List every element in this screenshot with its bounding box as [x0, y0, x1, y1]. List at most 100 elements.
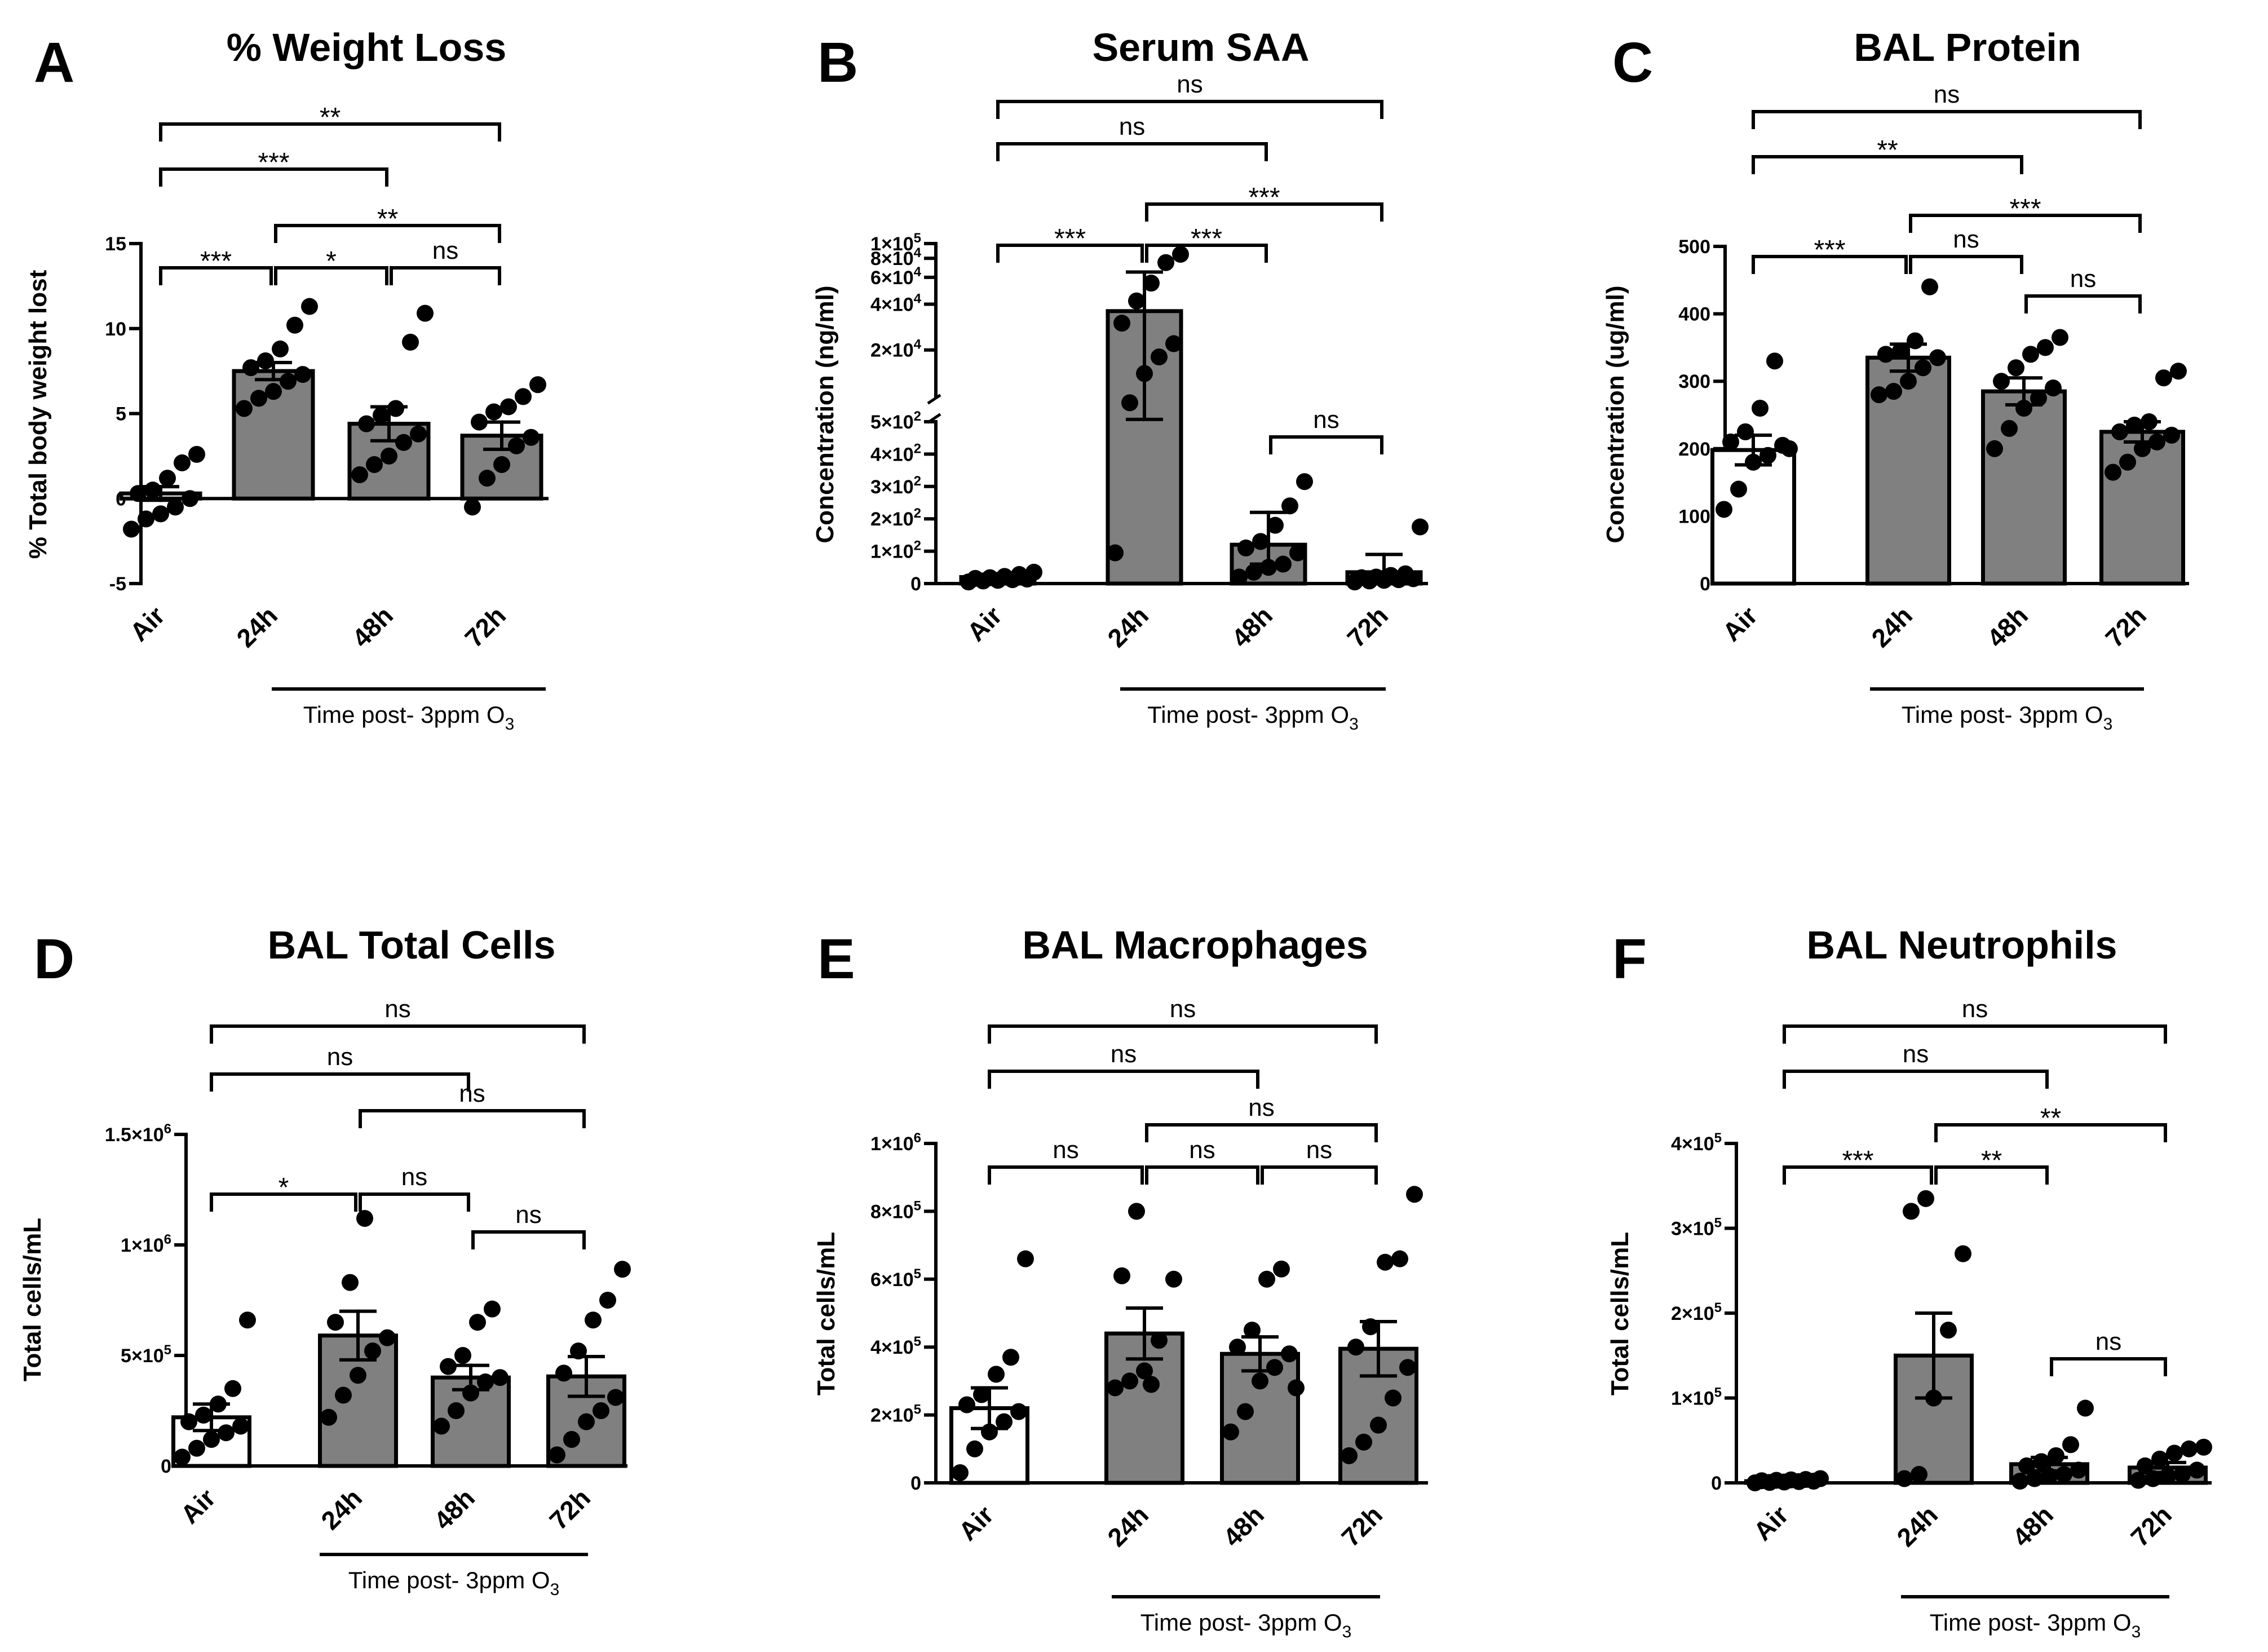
y-tick-label-exponent: 4 — [914, 245, 922, 260]
data-point — [180, 1413, 197, 1430]
y-tick-label: 2×105 — [870, 1402, 921, 1426]
x-tick-label: 24h — [1102, 600, 1154, 653]
data-point — [607, 1389, 624, 1406]
y-tick-label: 0 — [1711, 1473, 1722, 1494]
time-post-label: Time post- 3ppm O3 — [348, 1567, 560, 1599]
data-point — [335, 1386, 352, 1404]
bracket-1-3: *** — [1909, 194, 2142, 233]
data-point — [351, 466, 368, 484]
data-point — [1915, 359, 1931, 377]
bar-group-air: Air — [119, 445, 205, 647]
bracket-0-3: ns — [996, 70, 1383, 119]
y-tick-label: 6×104 — [870, 264, 922, 289]
data-point — [1362, 1318, 1379, 1336]
data-point — [2022, 346, 2039, 363]
chart-title: BAL Macrophages — [1022, 923, 1368, 967]
y-tick-label-mantissa: 1 — [870, 233, 881, 255]
bar-group-24h: 24h — [1865, 278, 1951, 653]
y-tick-label-mantissa: 3 — [870, 476, 881, 498]
panel-a: A% Weight Loss-5051015% Total body weigh… — [24, 25, 549, 734]
y-tick-label: 2×105 — [1671, 1300, 1722, 1324]
y-tick-label-mantissa: 1 — [870, 1133, 881, 1155]
bracket-1-2: ns — [1145, 1136, 1259, 1185]
x-tick-label: 24h — [315, 1483, 368, 1535]
data-point — [2170, 363, 2187, 380]
significance-label: *** — [1842, 1146, 1873, 1176]
bar-group-48h: 48h — [1217, 1260, 1305, 1552]
y-tick-label-mantissa: 1 — [121, 1235, 131, 1256]
x-tick-label: 48h — [428, 1483, 480, 1535]
y-tick-label: 5 — [116, 404, 126, 425]
significance-label: * — [278, 1173, 289, 1203]
data-point — [1281, 497, 1298, 515]
data-point — [563, 1430, 580, 1448]
y-tick-label: 3×102 — [870, 474, 921, 498]
time-post-text: Time post- 3ppm O — [1930, 1609, 2132, 1636]
data-point — [1222, 1423, 1239, 1441]
data-point — [1925, 1389, 1942, 1407]
significance-label: ns — [1953, 226, 1979, 253]
data-point — [1010, 1403, 1027, 1420]
data-point — [1812, 1470, 1829, 1487]
data-point — [2030, 390, 2047, 407]
y-tick-label-exponent: 5 — [914, 231, 921, 246]
data-point — [2126, 416, 2143, 434]
y-tick-label: 100 — [1678, 506, 1710, 527]
x-tick-label: 72h — [543, 1483, 596, 1535]
data-point — [2077, 1399, 2094, 1417]
data-point — [167, 498, 184, 516]
time-post-text: Time post- 3ppm O — [1902, 701, 2103, 728]
time-post-text: Time post- 3ppm O — [303, 701, 505, 728]
x-tick-label: 48h — [346, 600, 399, 653]
significance-label: *** — [1248, 183, 1280, 213]
x-tick-label: Air — [1717, 600, 1763, 647]
y-tick-label-mantissa: 4 — [870, 1337, 881, 1358]
y-axis-label: Total cells/mL — [1606, 1232, 1634, 1395]
significance-label: * — [326, 246, 337, 276]
data-point — [492, 1369, 509, 1386]
y-tick-label: 200 — [1678, 439, 1710, 460]
bracket-1-3: *** — [1145, 183, 1383, 222]
data-point — [1885, 383, 1902, 400]
data-point — [1353, 569, 1370, 586]
bar-group-72h: 72h — [1336, 1186, 1423, 1552]
data-point — [159, 470, 176, 487]
data-point — [327, 1314, 344, 1331]
data-point — [1896, 1470, 1913, 1487]
y-tick-label-exponent: 6 — [164, 1232, 171, 1247]
significance-brackets: *** *** ns *** ns ns — [996, 70, 1383, 454]
data-point — [1128, 1203, 1145, 1220]
data-point — [188, 1439, 205, 1457]
x-tick-label: Air — [175, 1483, 221, 1529]
data-point — [123, 520, 140, 538]
data-point — [2111, 423, 2128, 440]
y-tick-label: 1×106 — [870, 1130, 921, 1155]
bar-group-72h: 72h — [543, 1261, 631, 1535]
bracket-1-3: ** — [1934, 1103, 2167, 1142]
data-point — [2151, 1450, 2168, 1468]
data-point — [585, 1311, 602, 1329]
x-tick-label: 48h — [1226, 600, 1278, 653]
data-point — [1136, 1362, 1153, 1380]
y-tick-label-exponent: 5 — [914, 1198, 921, 1213]
data-point — [1783, 1471, 1800, 1488]
data-point — [952, 1464, 969, 1481]
y-tick-label: 8×104 — [870, 245, 922, 270]
data-point — [1011, 566, 1028, 583]
y-tick-label: 400 — [1678, 304, 1710, 325]
data-point — [356, 1209, 373, 1227]
panel-letter: E — [817, 927, 855, 991]
data-point — [448, 1402, 465, 1419]
time-post-subscript: 3 — [1342, 1623, 1352, 1641]
data-point — [500, 398, 517, 416]
bracket-0-3: ns — [210, 995, 586, 1044]
y-tick-label-mantissa: 1 — [870, 541, 881, 563]
x-tick-label: 48h — [1217, 1500, 1270, 1552]
data-point — [1397, 565, 1414, 582]
y-tick-label-exponent: 5 — [1714, 1385, 1722, 1401]
data-point — [224, 1380, 241, 1397]
data-point — [1165, 335, 1182, 352]
x-tick-label: 48h — [2006, 1500, 2059, 1552]
data-point — [1341, 1447, 1358, 1464]
